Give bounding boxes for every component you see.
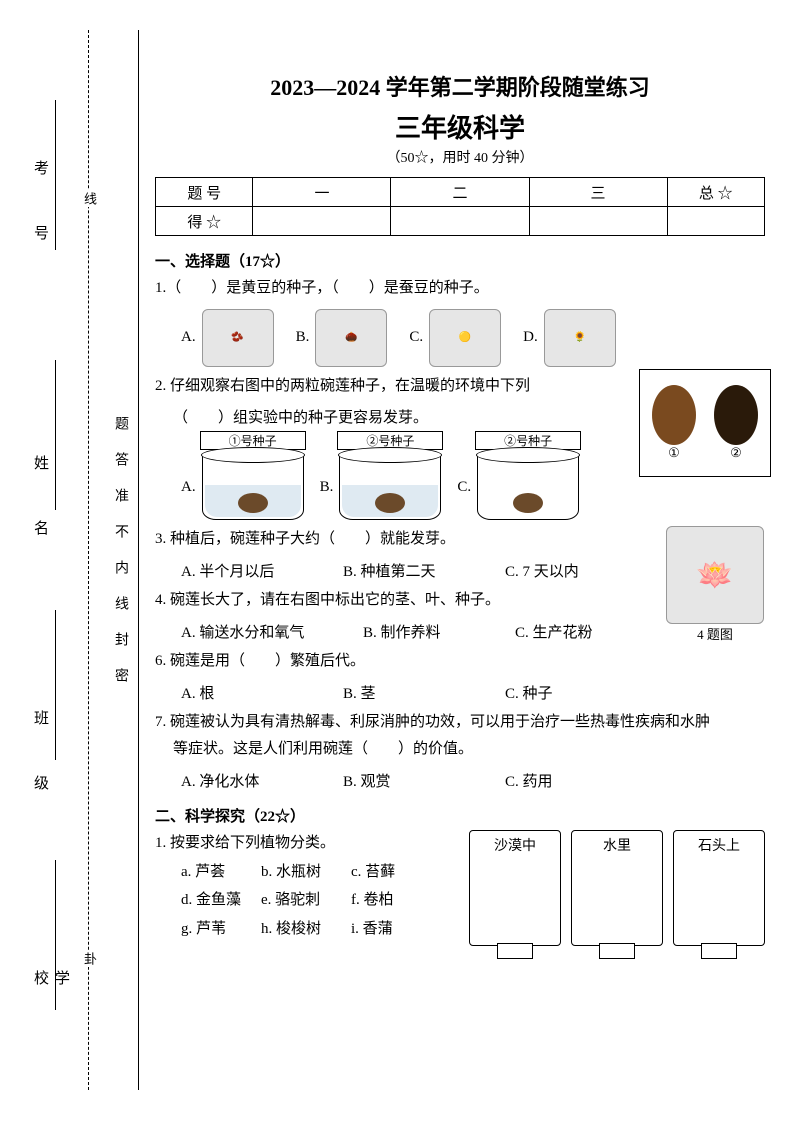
cell: 一 [253, 178, 391, 207]
dashed-word-1: 线 [80, 190, 99, 207]
q7-opt-c[interactable]: C. 药用 [505, 770, 553, 791]
label-xuexiao: 学校 [30, 970, 72, 1090]
q4-opt-a[interactable]: A. 输送水分和氧气 [181, 621, 341, 642]
section1-head: 一、选择题（17☆） [155, 250, 765, 271]
q6-opt-c[interactable]: C. 种子 [505, 682, 553, 703]
sort-boxes: 沙漠中 水里 石头上 [469, 830, 765, 946]
jar-a: ①号种子 [202, 454, 304, 520]
score-table: 题 号 一 二 三 总 ☆ 得 ☆ [155, 177, 765, 236]
q2-opt-c[interactable]: C. ②号种子 [457, 454, 579, 520]
table-row: 得 ☆ [156, 207, 765, 236]
cell[interactable] [529, 207, 667, 236]
q1-opt-b[interactable]: B.🌰 [296, 309, 388, 367]
q7-line2: 等症状。这是人们利用碗莲（ ）的价值。 [173, 736, 765, 764]
cell[interactable] [253, 207, 391, 236]
q2-opt-a[interactable]: A. ①号种子 [181, 454, 304, 520]
seed-image-b: 🌰 [315, 309, 387, 367]
q1-stem: 1.（ ）是黄豆的种子，（ ）是蚕豆的种子。 [155, 275, 765, 303]
underline-column [55, 30, 57, 1090]
exam-meta: （50☆，用时 40 分钟） [155, 147, 765, 167]
dashed-line [88, 30, 90, 1090]
seed-image-d: 🌻 [544, 309, 616, 367]
cell: 得 ☆ [156, 207, 253, 236]
q7-line1: 7. 碗莲被认为具有清热解毒、利尿消肿的功效，可以用于治疗一些热毒性疾病和水肿 [155, 709, 765, 737]
q2-opt-b[interactable]: B. ②号种子 [320, 454, 442, 520]
dashed-word-2: 卦 [80, 950, 99, 967]
label-banji: 班级 [30, 710, 51, 840]
q6-opt-b[interactable]: B. 茎 [343, 682, 483, 703]
box-water[interactable]: 水里 [571, 830, 663, 946]
q6-opt-a[interactable]: A. 根 [181, 682, 321, 703]
plant-list: a. 芦荟b. 水瓶树c. 苔藓 d. 金鱼藻e. 骆驼刺f. 卷柏 g. 芦苇… [181, 858, 469, 944]
seal-text: 题答准不内线封密 [110, 30, 130, 1090]
q1-options: A.🫘 B.🌰 C.🟡 D.🌻 [181, 309, 765, 367]
jar-c: ②号种子 [477, 454, 579, 520]
cell: 三 [529, 178, 667, 207]
cell: 二 [391, 178, 529, 207]
box-rock[interactable]: 石头上 [673, 830, 765, 946]
cell[interactable] [391, 207, 529, 236]
q4-caption: 4 题图 [665, 624, 765, 643]
q6-options: A. 根 B. 茎 C. 种子 [181, 682, 765, 703]
q1-opt-a[interactable]: A.🫘 [181, 309, 274, 367]
seed-image-a: 🫘 [202, 309, 274, 367]
label-kaohao: 考号 [30, 160, 51, 290]
label-xingming: 姓名 [30, 455, 51, 585]
exam-subtitle: 三年级科学 [155, 108, 765, 145]
exam-title: 2023—2024 学年第二学期阶段随堂练习 [155, 70, 765, 102]
lotus-image: 🪷 [666, 526, 764, 624]
section2-head: 二、科学探究（22☆） [155, 805, 765, 826]
table-row: 题 号 一 二 三 总 ☆ [156, 178, 765, 207]
q3-opt-c[interactable]: C. 7 天以内 [505, 560, 579, 581]
q1-opt-d[interactable]: D.🌻 [523, 309, 616, 367]
box-desert[interactable]: 沙漠中 [469, 830, 561, 946]
cell: 题 号 [156, 178, 253, 207]
margin-line [138, 30, 139, 1090]
q7-opt-b[interactable]: B. 观赏 [343, 770, 483, 791]
page-content: 2023—2024 学年第二学期阶段随堂练习 三年级科学 （50☆，用时 40 … [155, 30, 765, 946]
q3-opt-a[interactable]: A. 半个月以后 [181, 560, 321, 581]
q4-opt-b[interactable]: B. 制作养料 [363, 621, 493, 642]
binding-label-column: 考号 姓名 班级 学校 [30, 30, 58, 1090]
jar-b: ②号种子 [339, 454, 441, 520]
sec2-q1: 1. 按要求给下列植物分类。 [155, 830, 469, 858]
seed-image-c: 🟡 [429, 309, 501, 367]
cell: 总 ☆ [667, 178, 764, 207]
q7-options: A. 净化水体 B. 观赏 C. 药用 [181, 770, 765, 791]
q7-opt-a[interactable]: A. 净化水体 [181, 770, 321, 791]
q2-side-figure: ① ② [639, 369, 771, 477]
cell[interactable] [667, 207, 764, 236]
q6-stem: 6. 碗莲是用（ ）繁殖后代。 [155, 648, 765, 676]
q3-opt-b[interactable]: B. 种植第二天 [343, 560, 483, 581]
q4-figure: 🪷 4 题图 [665, 526, 765, 643]
q4-opt-c[interactable]: C. 生产花粉 [515, 621, 593, 642]
q1-opt-c[interactable]: C.🟡 [409, 309, 501, 367]
